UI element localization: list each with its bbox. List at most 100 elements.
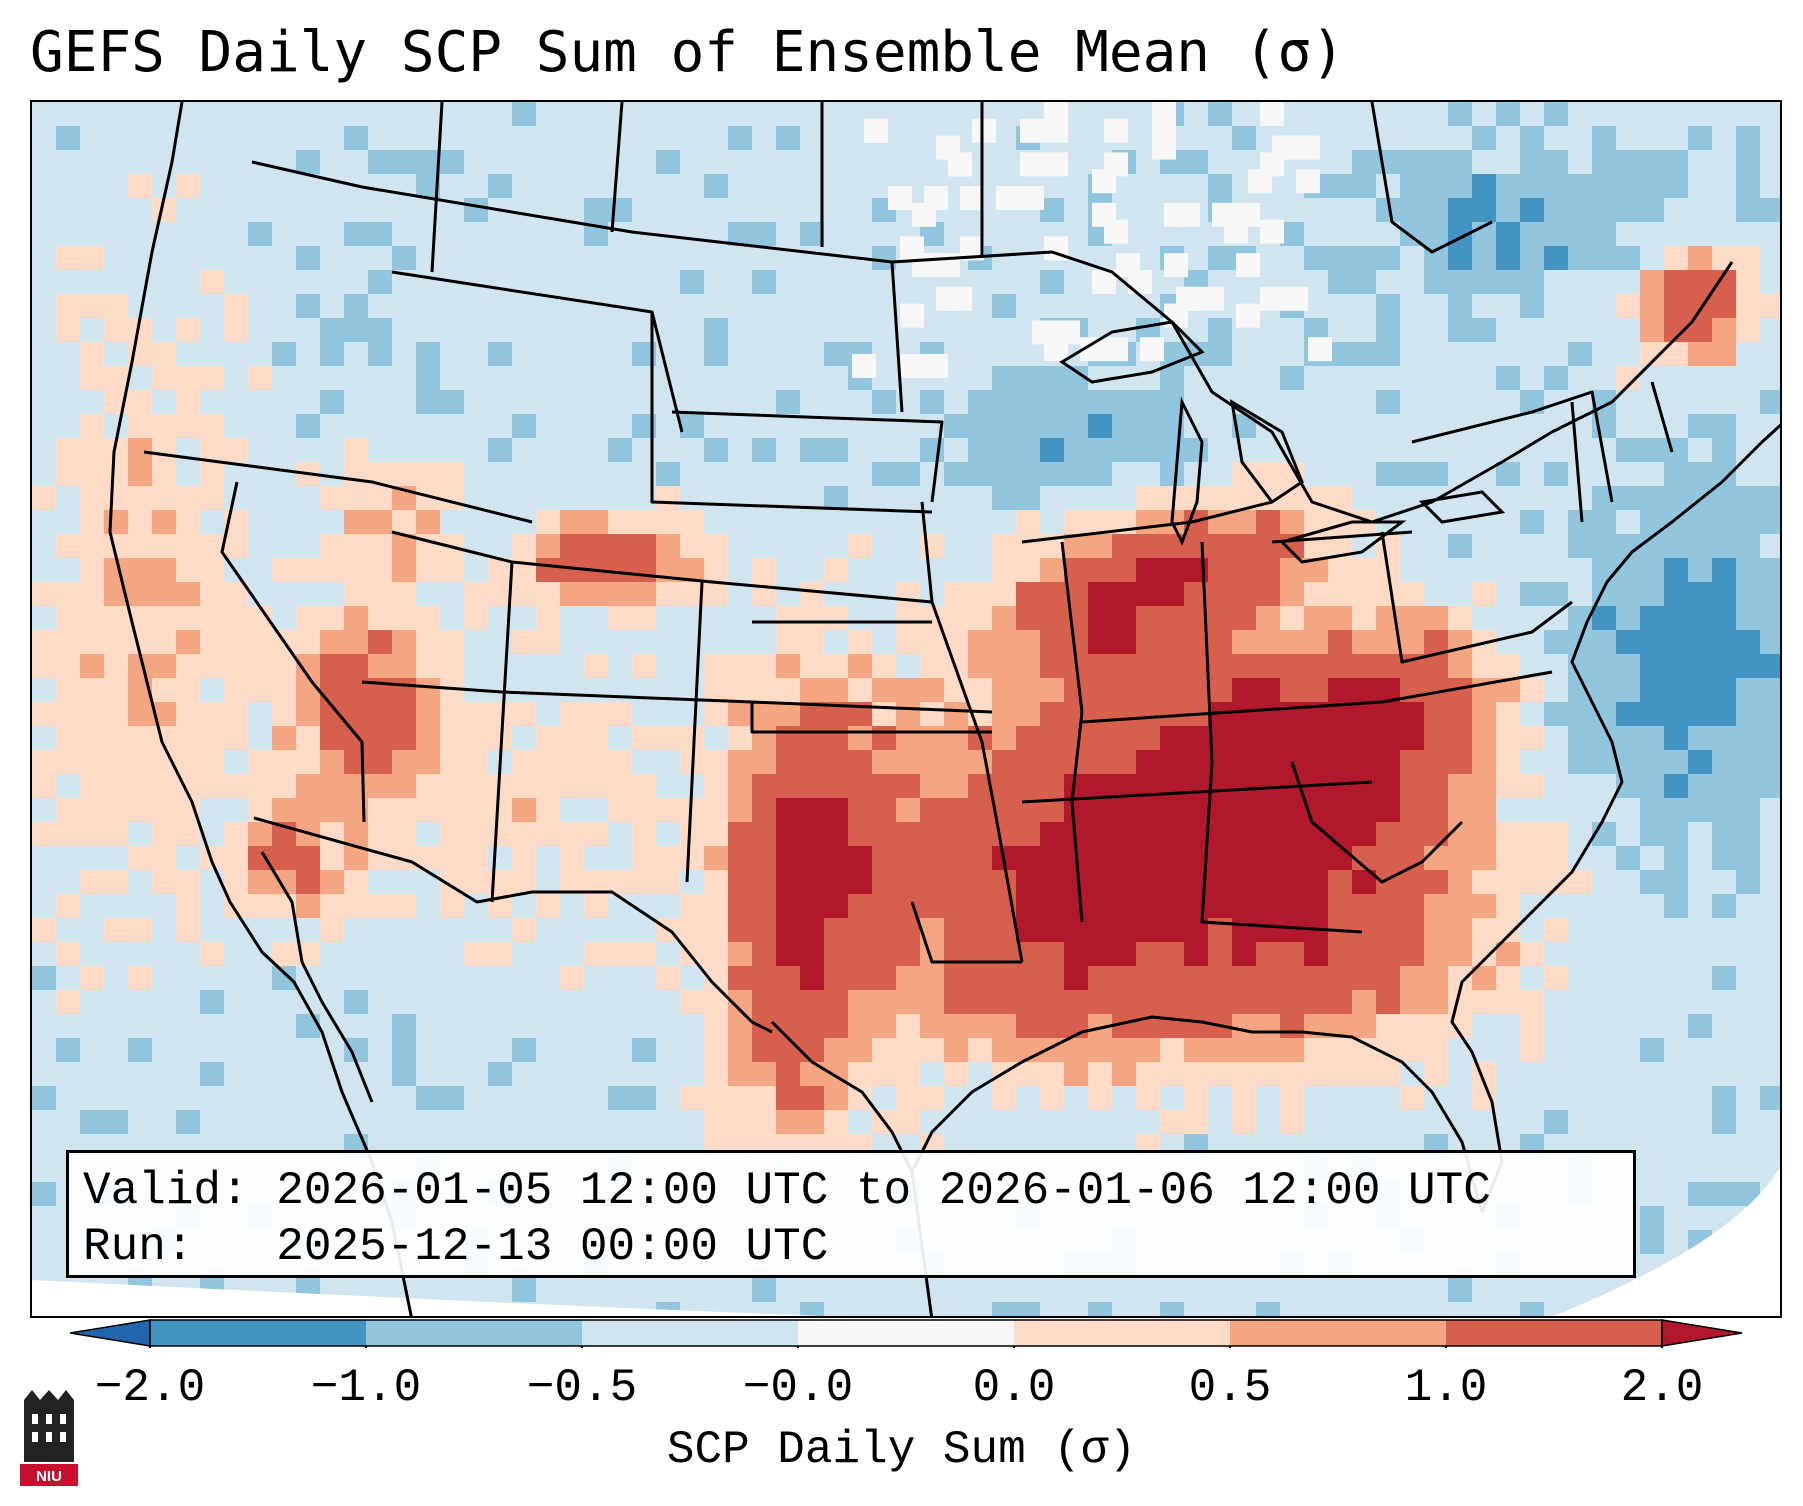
grid-cell <box>1232 870 1256 894</box>
grid-cell <box>1232 582 1256 606</box>
grid-cell <box>1280 1086 1304 1110</box>
grid-cell <box>1736 126 1760 150</box>
grid-cell <box>320 318 344 342</box>
grid-cell <box>296 750 320 774</box>
grid-cell <box>1688 750 1712 774</box>
grid-cell <box>104 294 128 318</box>
grid-cell <box>824 342 848 366</box>
grid-cell <box>224 726 248 750</box>
grid-cell <box>800 582 824 606</box>
grid-cell <box>968 798 992 822</box>
grid-cell <box>752 1086 776 1110</box>
grid-cell <box>1712 510 1736 534</box>
grid-cell <box>392 558 416 582</box>
grid-cell <box>584 870 608 894</box>
grid-cell <box>896 582 920 606</box>
grid-cell <box>1016 390 1040 414</box>
grid-cell <box>584 510 608 534</box>
grid-cell <box>1256 750 1280 774</box>
grid-cell <box>152 342 176 366</box>
grid-cell <box>1136 1038 1160 1062</box>
grid-cell <box>176 414 200 438</box>
grid-cell <box>80 486 104 510</box>
grid-cell <box>176 654 200 678</box>
grid-cell <box>1040 462 1064 486</box>
grid-cell <box>1064 462 1088 486</box>
grid-cell <box>152 774 176 798</box>
grid-cell <box>728 894 752 918</box>
grid-cell <box>800 870 824 894</box>
colorbar-bin <box>1446 1320 1662 1346</box>
colorbar-tick-label: −1.0 <box>310 1362 422 1414</box>
lake-erie <box>1279 520 1407 564</box>
grid-cell <box>1472 726 1496 750</box>
colorbar-tick-label: 0.0 <box>972 1362 1056 1414</box>
grid-cell <box>704 678 728 702</box>
grid-cell <box>560 726 584 750</box>
grid-cell <box>1112 990 1136 1014</box>
grid-cell <box>1568 198 1592 222</box>
grid-cell <box>464 774 488 798</box>
grid-cell <box>1592 126 1616 150</box>
grid-cell <box>1712 798 1736 822</box>
grid-cell <box>368 318 392 342</box>
grid-cell <box>1016 606 1040 630</box>
grid-cell <box>224 654 248 678</box>
grid-cell <box>968 966 992 990</box>
grid-cell <box>1256 1014 1280 1038</box>
grid-cell <box>176 606 200 630</box>
grid-cell <box>1304 246 1328 270</box>
grid-cell <box>584 942 608 966</box>
grid-cell <box>248 222 272 246</box>
grid-cell <box>416 726 440 750</box>
grid-cell <box>440 774 464 798</box>
grid-cell <box>1088 654 1112 678</box>
grid-cell <box>1304 846 1328 870</box>
grid-cell <box>848 990 872 1014</box>
grid-cell <box>1136 918 1160 942</box>
grid-cell <box>488 822 512 846</box>
grid-cell <box>176 534 200 558</box>
grid-cell <box>1568 174 1592 198</box>
grid-cell <box>1688 678 1712 702</box>
grid-cell <box>968 870 992 894</box>
grid-cell <box>1520 150 1544 174</box>
grid-cell <box>1232 510 1256 534</box>
grid-cell <box>1736 774 1760 798</box>
grid-cell <box>32 1182 56 1206</box>
grid-cell <box>368 534 392 558</box>
grid-cell <box>104 774 128 798</box>
grid-cell <box>1352 150 1376 174</box>
grid-cell <box>704 1038 728 1062</box>
grid-cell <box>1640 870 1664 894</box>
state-line <box>1370 102 1493 254</box>
grid-cell <box>104 654 128 678</box>
grid-cell <box>1232 126 1256 150</box>
grid-cell <box>1376 894 1400 918</box>
grid-cell <box>320 726 344 750</box>
grid-cell <box>128 750 152 774</box>
grid-cell <box>512 846 536 870</box>
grid-cell <box>1592 510 1616 534</box>
grid-cell <box>1640 654 1664 678</box>
grid-cell <box>848 630 872 654</box>
grid-cell <box>728 126 752 150</box>
grid-cell <box>1616 846 1640 870</box>
grid-cell <box>920 990 944 1014</box>
grid-cell <box>1448 894 1472 918</box>
grid-cell <box>1136 510 1160 534</box>
grid-cell <box>416 462 440 486</box>
grid-cell <box>972 118 996 143</box>
grid-cell <box>56 798 80 822</box>
grid-cell <box>1592 678 1616 702</box>
grid-cell <box>344 630 368 654</box>
grid-cell <box>1592 558 1616 582</box>
grid-cell <box>920 702 944 726</box>
grid-cell <box>632 558 656 582</box>
grid-cell <box>1592 150 1616 174</box>
grid-cell <box>1136 726 1160 750</box>
grid-cell <box>1664 534 1688 558</box>
grid-cell <box>560 966 584 990</box>
grid-cell <box>1640 558 1664 582</box>
